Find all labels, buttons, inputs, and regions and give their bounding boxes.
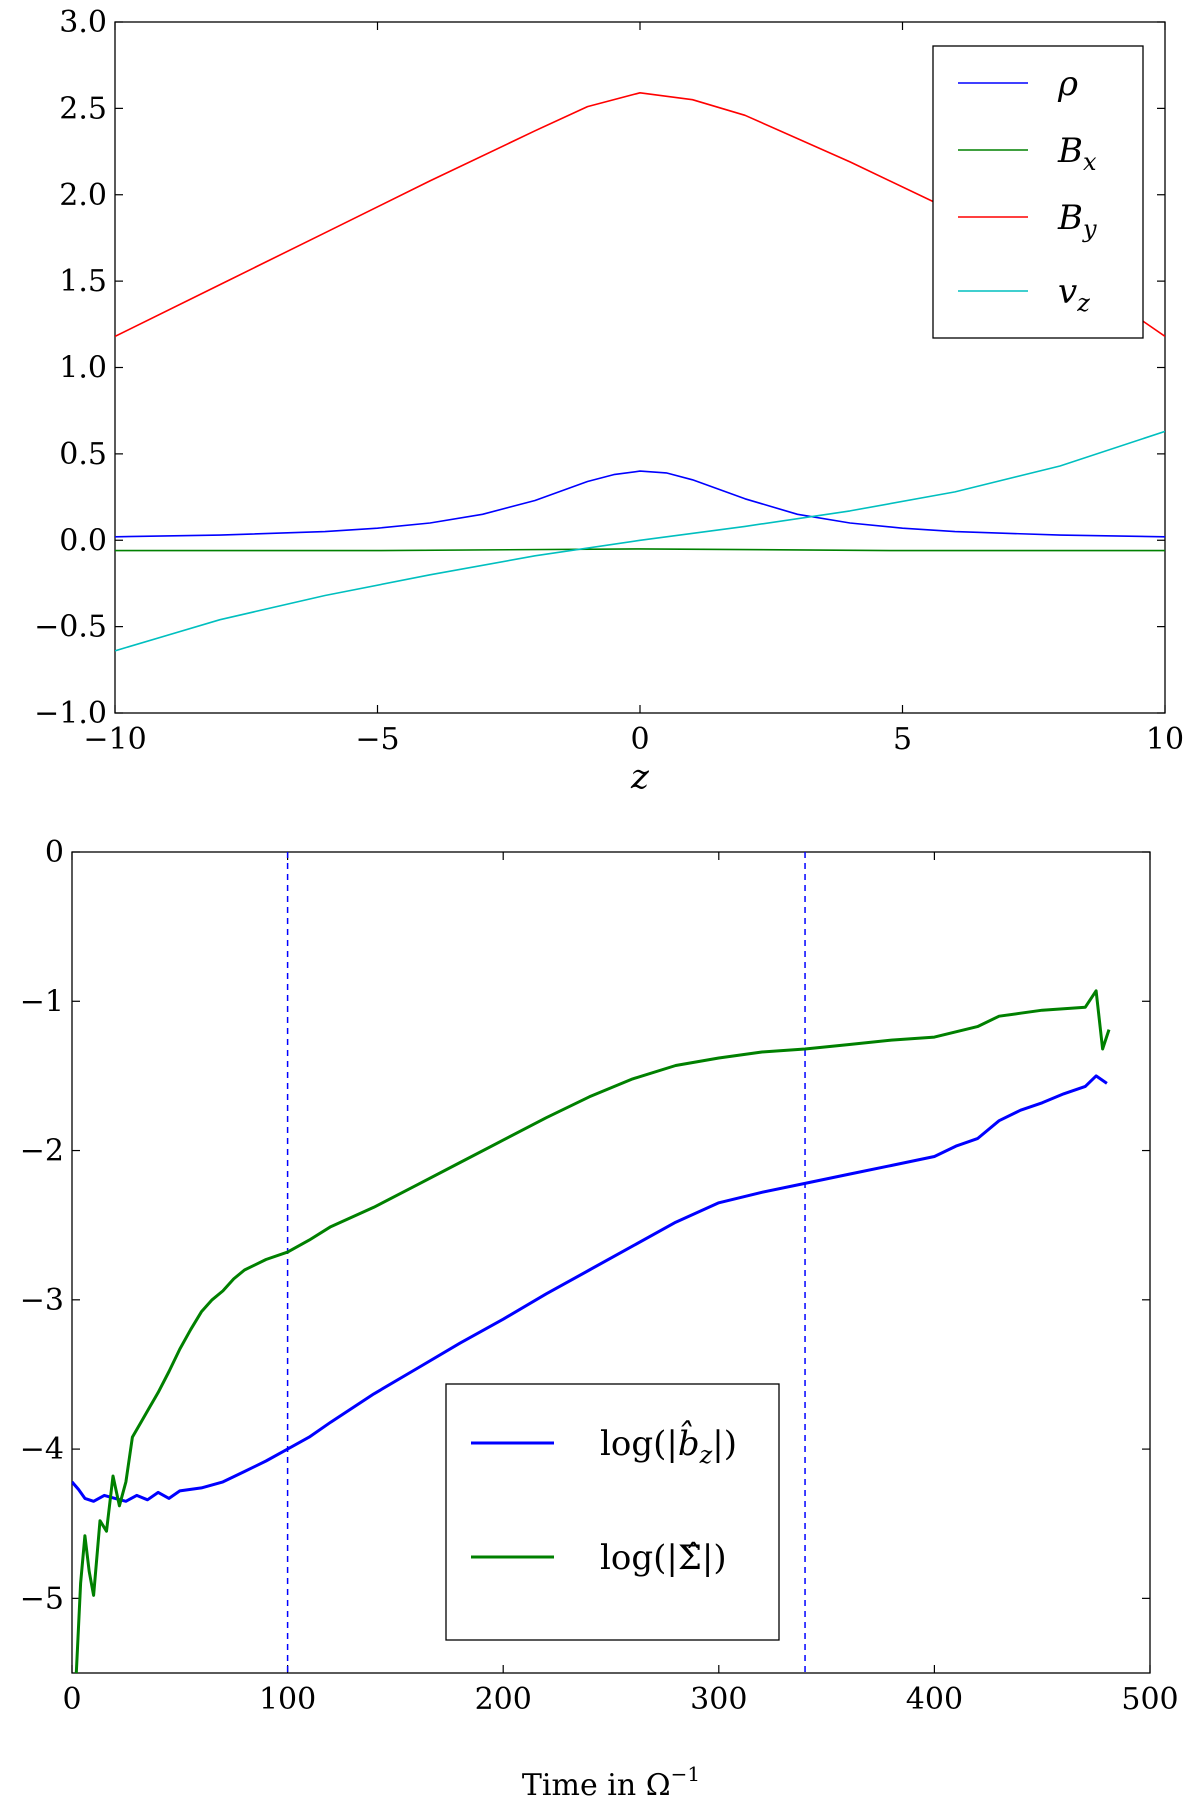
growth-x-tick-label: 300 bbox=[690, 1682, 747, 1717]
growth-y-tick-label: −4 bbox=[20, 1432, 64, 1467]
growth-x-tick-label: 0 bbox=[62, 1682, 81, 1717]
profile-y-tick-label: 3.0 bbox=[59, 5, 107, 40]
profile-chart: −10 −5 0 5 10 −1.0 −0.5 0.0 0.5 1.0 1.5 2.0 2.5 3.0 ρ… bbox=[34, 5, 1184, 797]
growth-chart-frame bbox=[71, 851, 1151, 1674]
profile-y-tick-label: 0.0 bbox=[59, 523, 107, 558]
profile-series-line-v-z bbox=[115, 430, 1165, 652]
profile-x-tick-label: −10 bbox=[83, 722, 146, 757]
profile-chart-legend: ρ Bx By vz bbox=[932, 45, 1144, 339]
growth-x-tick-label: 400 bbox=[906, 1682, 963, 1717]
profile-series-line-b-x bbox=[115, 548, 1165, 552]
legend-label-bx: Bx bbox=[1057, 131, 1097, 176]
profile-series-line-series bbox=[115, 470, 1165, 538]
legend-label-bz: log(|b̂z|) bbox=[600, 1421, 737, 1469]
profile-legend-frame bbox=[932, 45, 1144, 339]
profile-y-tick-label: −1.0 bbox=[34, 696, 107, 731]
legend-label-vz: vz bbox=[1058, 272, 1090, 317]
growth-chart-marks: 0 100 200 300 400 500 −5 −4 −3 −2 −1 0 bbox=[20, 835, 1179, 1717]
legend-label-by: By bbox=[1057, 198, 1097, 243]
growth-y-tick-label: −3 bbox=[20, 1283, 64, 1318]
profile-x-axis-label: z bbox=[630, 757, 650, 797]
growth-series-line-log-b-z bbox=[72, 1074, 1108, 1503]
growth-y-tick-label: −1 bbox=[20, 984, 64, 1019]
growth-x-tick-label: 200 bbox=[475, 1682, 532, 1717]
profile-x-tick-label: 0 bbox=[630, 722, 649, 757]
growth-series-line-log bbox=[74, 989, 1111, 1673]
growth-x-tick-label: 500 bbox=[1121, 1682, 1178, 1717]
growth-y-tick-label: −5 bbox=[20, 1581, 64, 1616]
profile-y-tick-label: 2.0 bbox=[59, 178, 107, 213]
growth-y-tick-label: 0 bbox=[45, 835, 64, 870]
legend-label-sigma: log(|Σ̂|) bbox=[600, 1538, 727, 1578]
legend-label-rho: ρ bbox=[1057, 64, 1078, 104]
growth-x-axis-label: Time in Ω−1 bbox=[522, 1762, 700, 1803]
growth-chart-legend: log(|b̂z|) log(|Σ̂|) bbox=[445, 1383, 780, 1641]
profile-x-tick-label: 5 bbox=[893, 722, 912, 757]
profile-y-tick-label: 0.5 bbox=[59, 437, 107, 472]
growth-x-tick-label: 100 bbox=[259, 1682, 316, 1717]
profile-x-tick-label: −5 bbox=[355, 722, 399, 757]
profile-x-tick-label: 10 bbox=[1146, 722, 1184, 757]
profile-y-tick-label: 1.0 bbox=[59, 351, 107, 386]
growth-legend-frame bbox=[445, 1383, 780, 1641]
profile-y-tick-label: −0.5 bbox=[34, 610, 107, 645]
growth-chart: 0 100 200 300 400 500 −5 −4 −3 −2 −1 0 log(|b̂z|) l… bbox=[20, 835, 1179, 1803]
growth-y-tick-label: −2 bbox=[20, 1134, 64, 1169]
profile-y-tick-label: 2.5 bbox=[59, 91, 107, 126]
profile-y-tick-label: 1.5 bbox=[59, 264, 107, 299]
